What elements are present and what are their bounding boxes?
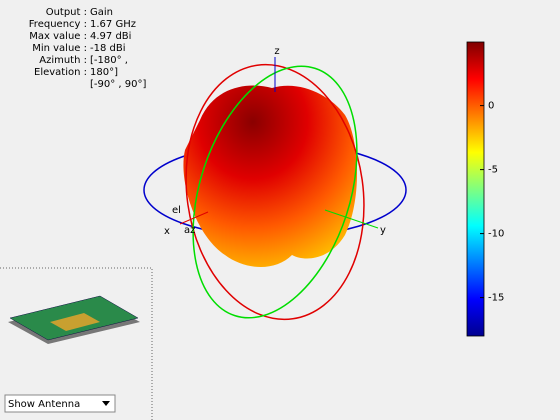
info-label: Max value :	[29, 31, 87, 42]
colorbar-ticks: 0 -5 -10 -15	[480, 101, 504, 304]
dropdown[interactable]: Show Antenna	[4, 394, 116, 413]
info-label: Min value :	[32, 43, 87, 54]
axis-label: az	[184, 225, 195, 236]
info-value: [-180° ,	[90, 55, 128, 66]
info-value: 180°]	[90, 67, 118, 78]
tick-label: 0	[488, 101, 494, 112]
antenna-panel	[0, 267, 153, 420]
axis-label: el	[172, 205, 181, 216]
tick-label: -15	[488, 293, 504, 304]
info-label: Azimuth :	[39, 55, 87, 66]
info-value: 4.97 dBi	[90, 31, 131, 42]
dropdown-label[interactable]: Show Antenna	[8, 399, 80, 410]
tick-label: -10	[488, 229, 504, 240]
info-label: Elevation :	[34, 67, 87, 78]
info-value: -18 dBi	[90, 43, 126, 54]
info-label: Frequency :	[29, 19, 87, 30]
info-value: Gain	[90, 7, 113, 18]
axis-label: z	[274, 46, 279, 57]
info-value: [-90° , 90°]	[90, 79, 146, 90]
axis-label: y	[380, 225, 386, 236]
tick-label: -5	[488, 165, 498, 176]
info-label: Output :	[46, 7, 87, 18]
pattern	[143, 57, 407, 321]
info-value: 1.67 GHz	[90, 19, 136, 30]
axis-label: x	[164, 226, 170, 237]
colorbar	[466, 41, 485, 337]
